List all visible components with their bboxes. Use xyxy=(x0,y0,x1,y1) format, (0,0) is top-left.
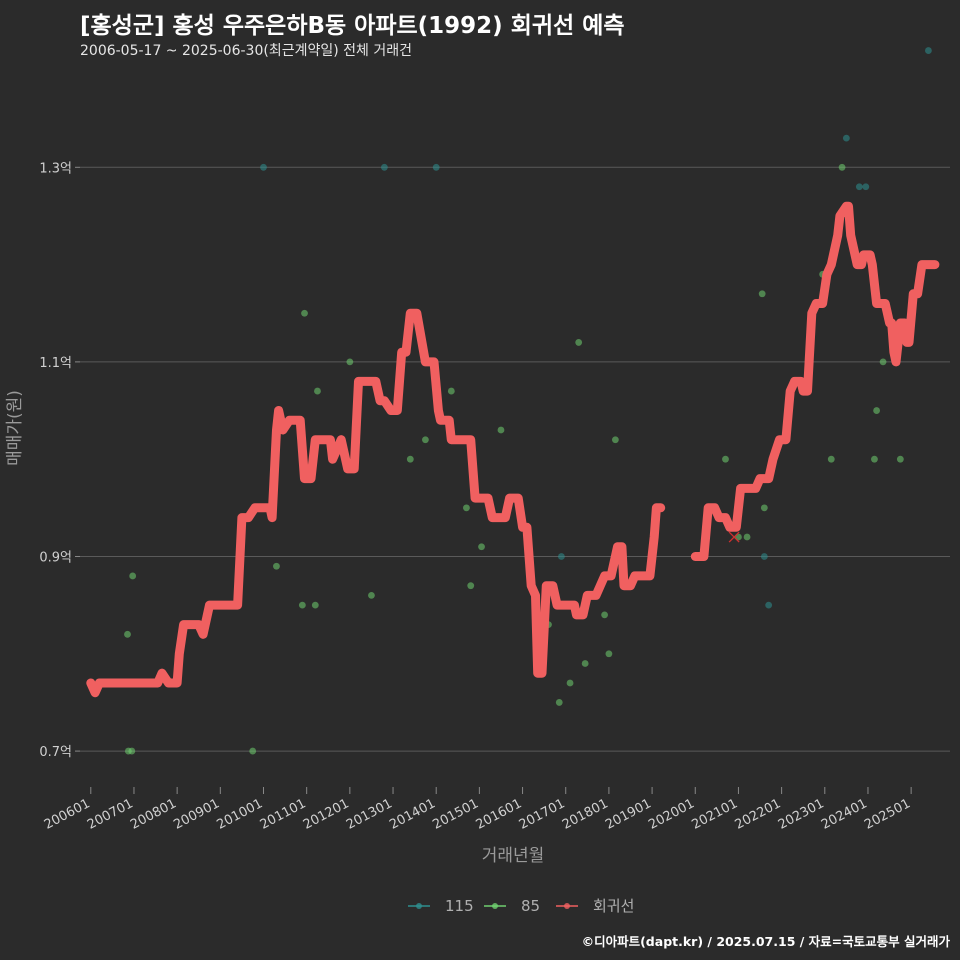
x-tick-label: 201401 xyxy=(387,796,438,833)
data-point-115 xyxy=(558,553,565,560)
x-tick-label: 201301 xyxy=(344,796,395,833)
x-tick-label: 201701 xyxy=(517,796,568,833)
data-point-85 xyxy=(249,747,257,755)
x-tick-label: 202301 xyxy=(776,796,827,833)
data-point-115 xyxy=(765,601,773,609)
data-point-85 xyxy=(478,543,485,551)
y-tick-label: 0.9억 xyxy=(39,550,72,565)
x-tick-label: 202401 xyxy=(819,796,870,833)
chart-title: [홍성군] 홍성 우주은하B동 아파트(1992) 회귀선 예측 xyxy=(80,13,625,39)
x-tick-label: 201001 xyxy=(215,796,266,833)
legend-label: 회귀선 xyxy=(593,897,634,915)
data-point-85 xyxy=(406,455,414,463)
data-point-85 xyxy=(566,679,574,687)
data-point-85 xyxy=(581,660,589,667)
data-point-115 xyxy=(925,47,932,54)
x-tick-label: 201501 xyxy=(430,796,481,833)
y-tick-label: 1.3억 xyxy=(39,161,72,176)
source-caption: ©디아파트(dapt.kr) / 2025.07.15 / 자료=국토교통부 실… xyxy=(581,934,950,949)
chart-subtitle: 2006-05-17 ~ 2025-06-30(최근계약일) 전체 거래건 xyxy=(80,43,412,59)
data-point-85 xyxy=(463,504,470,512)
legend-label: 85 xyxy=(521,897,540,915)
scatter-points xyxy=(124,47,932,755)
y-axis-ticks: 0.7억 0.9억 1.1억 1.3억 xyxy=(39,161,80,760)
data-point-85 xyxy=(128,747,136,755)
x-tick-label: 201201 xyxy=(301,796,352,833)
legend-label: 115 xyxy=(445,897,474,915)
legend-swatch-dot xyxy=(564,903,570,909)
data-point-85 xyxy=(871,455,878,463)
annotations xyxy=(728,531,740,543)
data-point-85 xyxy=(758,290,766,298)
legend-swatch-dot xyxy=(492,903,498,909)
x-axis-ticks: 2006012007012008012009012010012011012012… xyxy=(42,787,913,833)
cross-marker xyxy=(728,531,740,543)
data-point-85 xyxy=(346,358,354,366)
regression-segment xyxy=(690,201,940,561)
x-tick-label: 201101 xyxy=(258,796,309,833)
x-tick-label: 200601 xyxy=(42,796,93,833)
data-point-85 xyxy=(611,436,619,444)
x-tick-label: 201901 xyxy=(603,796,654,833)
data-point-85 xyxy=(124,630,131,638)
data-point-85 xyxy=(298,601,306,609)
data-point-85 xyxy=(873,407,881,414)
data-point-85 xyxy=(838,163,846,171)
data-point-85 xyxy=(605,650,613,658)
data-point-85 xyxy=(311,601,319,609)
data-point-85 xyxy=(879,358,887,366)
data-point-115 xyxy=(855,183,863,191)
data-point-85 xyxy=(301,309,308,317)
data-point-115 xyxy=(260,163,267,171)
data-point-85 xyxy=(497,426,505,434)
data-point-85 xyxy=(601,611,608,619)
x-tick-label: 201601 xyxy=(474,796,525,833)
data-point-115 xyxy=(380,163,388,171)
grid-lines xyxy=(80,166,950,752)
data-point-85 xyxy=(896,455,904,463)
data-point-85 xyxy=(722,455,729,463)
x-tick-label: 201801 xyxy=(560,796,611,833)
legend: 115 85 회귀선 xyxy=(408,897,634,915)
y-tick-label: 1.1억 xyxy=(39,356,72,371)
x-axis-title: 거래년월 xyxy=(482,846,545,866)
data-point-115 xyxy=(760,553,768,560)
data-point-85 xyxy=(368,592,375,599)
data-point-85 xyxy=(129,572,137,580)
legend-swatch-dot xyxy=(416,903,422,909)
x-tick-label: 200801 xyxy=(128,796,179,833)
data-point-115 xyxy=(432,163,440,171)
data-point-85 xyxy=(743,533,751,541)
regression-segment xyxy=(86,308,666,698)
x-tick-label: 202501 xyxy=(862,796,913,833)
x-tick-label: 202101 xyxy=(689,796,740,833)
data-point-115 xyxy=(862,183,870,191)
x-tick-label: 200701 xyxy=(85,796,136,833)
data-point-85 xyxy=(314,387,321,395)
data-point-85 xyxy=(273,562,280,570)
regression-line xyxy=(86,201,940,698)
data-point-85 xyxy=(422,436,429,444)
data-point-85 xyxy=(827,455,835,463)
y-axis-title: 매매가(원) xyxy=(5,390,25,466)
x-tick-label: 200901 xyxy=(171,796,222,833)
x-tick-label: 202201 xyxy=(733,796,784,833)
data-point-85 xyxy=(575,339,583,346)
y-tick-label: 0.7억 xyxy=(39,745,72,760)
data-point-85 xyxy=(760,504,768,512)
data-point-85 xyxy=(555,699,563,706)
data-point-115 xyxy=(842,134,850,142)
data-point-85 xyxy=(447,387,455,395)
x-tick-label: 202001 xyxy=(646,796,697,833)
data-point-85 xyxy=(467,582,475,590)
